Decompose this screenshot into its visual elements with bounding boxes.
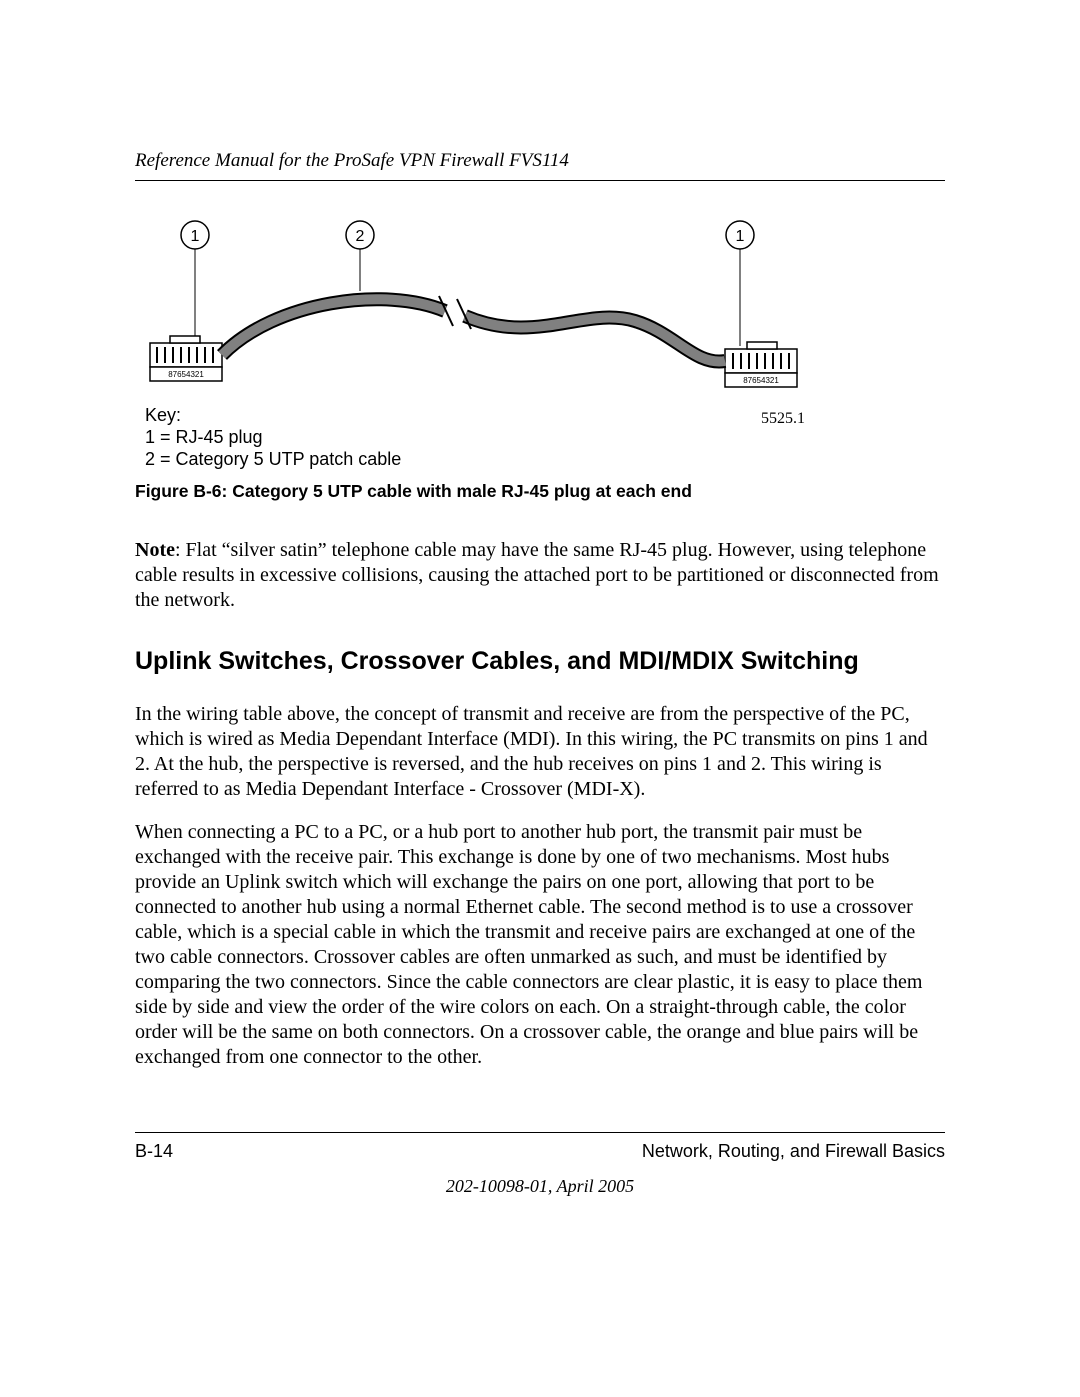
- footer-doc-id: 202-10098-01, April 2005: [135, 1176, 945, 1197]
- section-para-1: In the wiring table above, the concept o…: [135, 702, 945, 802]
- callout-mid: 2: [346, 221, 374, 291]
- cable-diagram-svg: 1 2 1: [135, 211, 815, 471]
- plug-left-pins: 87654321: [168, 370, 204, 379]
- plug-right-pins: 87654321: [743, 376, 779, 385]
- document-page: Reference Manual for the ProSafe VPN Fir…: [0, 0, 1080, 1397]
- figure-number: 5525.1: [761, 410, 805, 427]
- figure-caption: Figure B-6: Category 5 UTP cable with ma…: [135, 481, 945, 502]
- footer-section-title: Network, Routing, and Firewall Basics: [642, 1141, 945, 1162]
- callout-left-text: 1: [191, 228, 200, 245]
- section-heading: Uplink Switches, Crossover Cables, and M…: [135, 647, 945, 676]
- page-footer: B-14 Network, Routing, and Firewall Basi…: [135, 1132, 945, 1197]
- figure-key-line2: 2 = Category 5 UTP patch cable: [145, 449, 401, 469]
- callout-left: 1: [181, 221, 209, 341]
- callout-right: 1: [726, 221, 754, 346]
- rj45-plug-left: 87654321: [150, 336, 222, 381]
- footer-rule: [135, 1132, 945, 1133]
- patch-cable: [222, 296, 725, 362]
- callout-mid-text: 2: [356, 228, 365, 245]
- figure-b6: 1 2 1: [135, 211, 945, 502]
- figure-key-line1: 1 = RJ-45 plug: [145, 427, 263, 447]
- section-para-2: When connecting a PC to a PC, or a hub p…: [135, 820, 945, 1070]
- rj45-plug-right: 87654321: [725, 342, 797, 387]
- note-label: Note: [135, 539, 175, 561]
- note-paragraph: Note: Flat “silver satin” telephone cabl…: [135, 538, 945, 613]
- callout-right-text: 1: [736, 228, 745, 245]
- figure-key-heading: Key:: [145, 405, 181, 425]
- page-number: B-14: [135, 1141, 173, 1162]
- running-header: Reference Manual for the ProSafe VPN Fir…: [135, 150, 945, 181]
- note-text: : Flat “silver satin” telephone cable ma…: [135, 539, 939, 611]
